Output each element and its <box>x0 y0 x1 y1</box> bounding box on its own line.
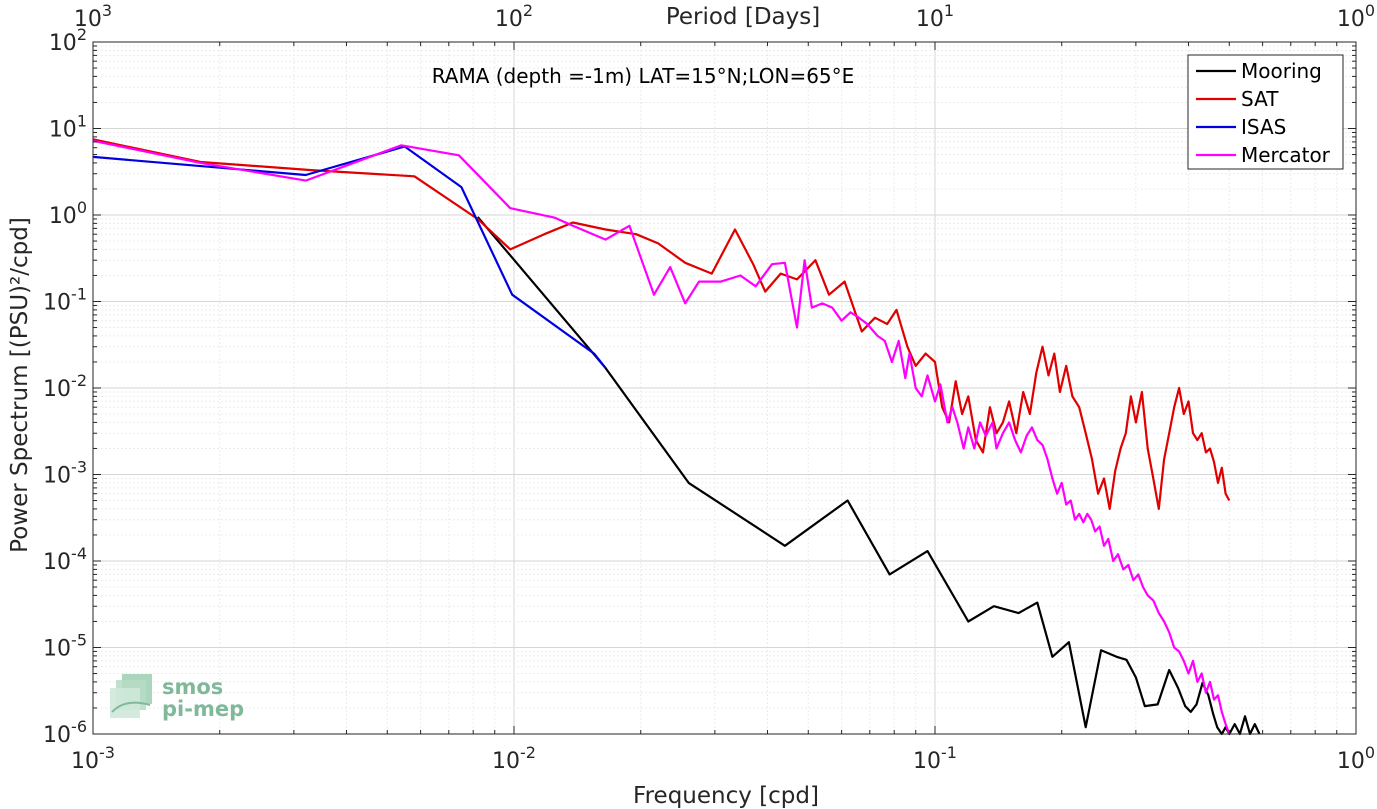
series-line-mercator <box>92 139 1231 735</box>
legend-box <box>1187 54 1344 170</box>
y-tick-label: 10-6 <box>43 717 87 748</box>
y-tick-label: 10-4 <box>43 544 87 575</box>
y-tick-label: 101 <box>49 112 87 143</box>
logo-mark <box>110 674 152 718</box>
x-axis-label: Frequency [cpd] <box>633 783 819 809</box>
series-line-sat <box>92 138 1231 510</box>
logo-text-pi-mep: pi-mep <box>162 697 244 721</box>
x-tick-label: 10-1 <box>913 743 957 774</box>
y-axis-label: Power Spectrum [(PSU)²/cpd] <box>7 217 33 553</box>
legend-label-sat: SAT <box>1241 87 1279 111</box>
y-tick-label: 100 <box>49 198 87 229</box>
x-tick-label: 10-2 <box>492 743 536 774</box>
legend-label-mooring: Mooring <box>1241 59 1322 83</box>
y-tick-label: 10-1 <box>43 285 87 316</box>
y-tick-label: 10-2 <box>43 371 87 402</box>
legend-label-isas: ISAS <box>1241 115 1286 139</box>
y-tick-label: 10-3 <box>43 458 87 489</box>
smos-pi-mep-logo: smos pi-mep <box>110 674 244 721</box>
tick-marks <box>92 41 1357 735</box>
top-tick-label: 102 <box>495 1 533 32</box>
top-tick-labels: 103 102 101 100 <box>74 1 1375 32</box>
x-tick-label: 10-3 <box>71 743 115 774</box>
y-tick-label: 102 <box>49 25 87 56</box>
top-axis-label: Period [Days] <box>666 4 820 30</box>
chart-annotation: RAMA (depth =-1m) LAT=15°N;LON=65°E <box>432 64 855 88</box>
legend-label-mercator: Mercator <box>1241 143 1331 167</box>
x-tick-label: 100 <box>1337 743 1375 774</box>
y-tick-labels: 10-6 10-5 10-4 10-3 10-2 10-1 100 101 102 <box>43 25 87 748</box>
top-tick-label: 103 <box>74 1 112 32</box>
series-lines <box>92 138 1261 736</box>
top-tick-label: 101 <box>916 1 954 32</box>
y-tick-label: 10-5 <box>43 631 87 662</box>
top-tick-label: 100 <box>1337 1 1375 32</box>
series-line-isas <box>92 145 607 369</box>
logo-text-smos: smos <box>162 675 223 699</box>
x-tick-labels: 10-3 10-2 10-1 100 <box>71 743 1375 774</box>
legend: Mooring SAT ISAS Mercator <box>1187 54 1344 170</box>
